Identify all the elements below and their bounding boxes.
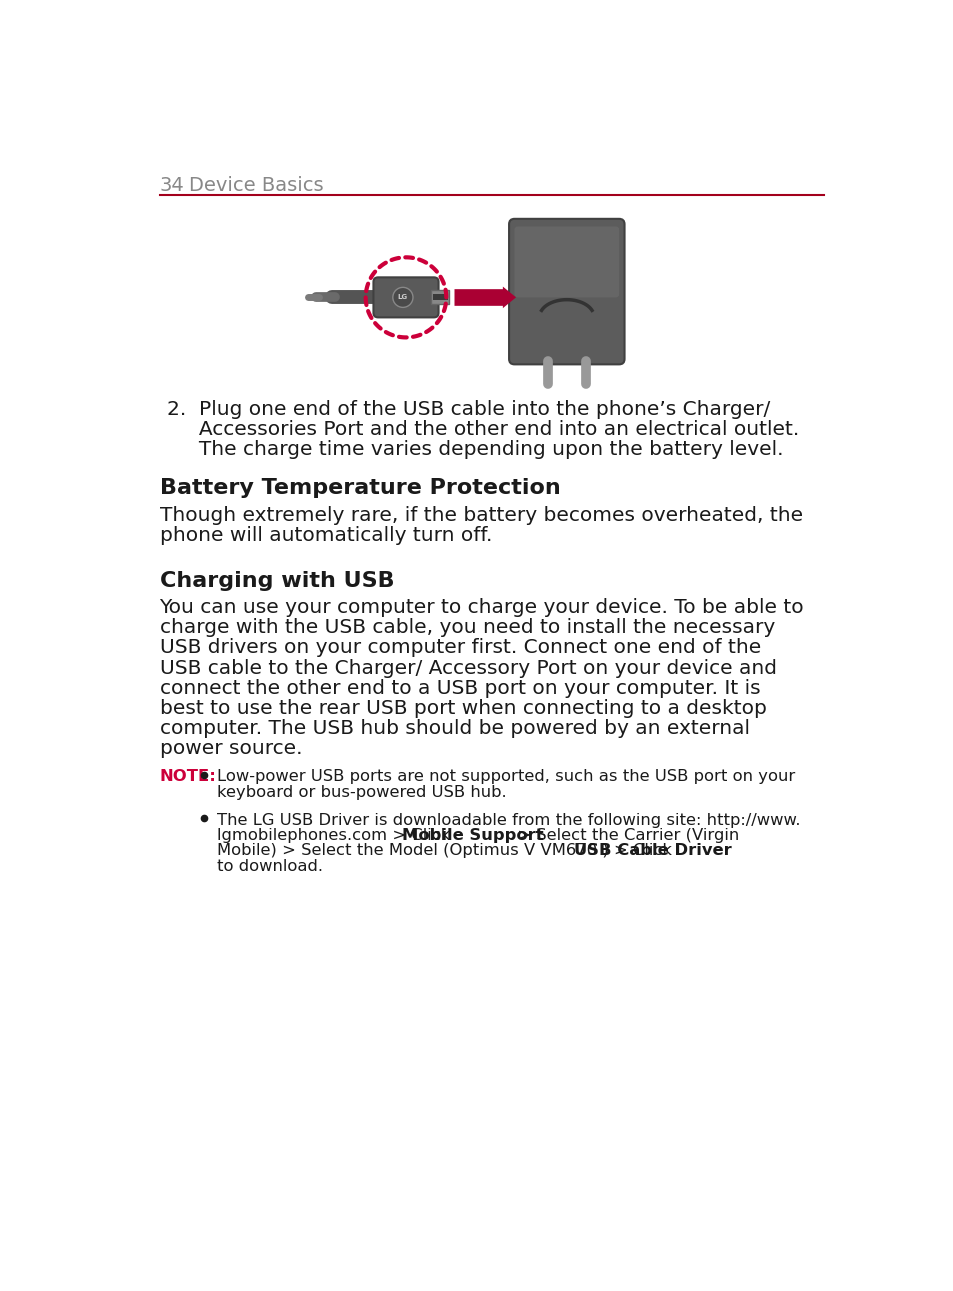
Text: Device Basics: Device Basics [189,177,323,195]
FancyBboxPatch shape [514,226,618,297]
Text: USB cable to the Charger/ Accessory Port on your device and: USB cable to the Charger/ Accessory Port… [159,658,776,678]
Text: USB Cable Driver: USB Cable Driver [573,843,731,859]
FancyBboxPatch shape [509,219,624,364]
Text: lgmobilephones.com > Click: lgmobilephones.com > Click [216,828,455,843]
Text: to download.: to download. [216,859,322,874]
Text: Though extremely rare, if the battery becomes overheated, the: Though extremely rare, if the battery be… [159,506,801,525]
Text: > Select the Carrier (Virgin: > Select the Carrier (Virgin [511,828,738,843]
Text: Charging with USB: Charging with USB [159,571,394,591]
FancyBboxPatch shape [373,278,438,318]
FancyBboxPatch shape [433,294,447,301]
Text: You can use your computer to charge your device. To be able to: You can use your computer to charge your… [159,599,803,617]
Text: charge with the USB cable, you need to install the necessary: charge with the USB cable, you need to i… [159,618,774,638]
Text: LG: LG [397,294,408,301]
Text: USB drivers on your computer first. Connect one end of the: USB drivers on your computer first. Conn… [159,639,760,657]
Text: Battery Temperature Protection: Battery Temperature Protection [159,479,559,498]
Text: The LG USB Driver is downloadable from the following site: http://www.: The LG USB Driver is downloadable from t… [216,812,800,828]
Text: Mobile Support: Mobile Support [401,828,543,843]
Text: best to use the rear USB port when connecting to a desktop: best to use the rear USB port when conne… [159,698,765,718]
Text: The charge time varies depending upon the battery level.: The charge time varies depending upon th… [167,440,783,458]
Text: connect the other end to a USB port on your computer. It is: connect the other end to a USB port on y… [159,679,760,697]
Text: Mobile) > Select the Model (Optimus V VM670 ) > Click: Mobile) > Select the Model (Optimus V VM… [216,843,677,859]
Text: phone will automatically turn off.: phone will automatically turn off. [159,525,492,545]
Text: keyboard or bus-powered USB hub.: keyboard or bus-powered USB hub. [216,785,506,800]
Circle shape [393,288,413,307]
Polygon shape [502,287,516,309]
Text: 34: 34 [159,177,184,195]
Text: power source.: power source. [159,738,302,758]
Text: computer. The USB hub should be powered by an external: computer. The USB hub should be powered … [159,719,749,737]
Text: Accessories Port and the other end into an electrical outlet.: Accessories Port and the other end into … [167,420,799,439]
Text: 2.  Plug one end of the USB cable into the phone’s Charger/: 2. Plug one end of the USB cable into th… [167,400,770,418]
Text: Low-power USB ports are not supported, such as the USB port on your: Low-power USB ports are not supported, s… [216,769,794,785]
Text: NOTE:: NOTE: [159,769,216,785]
FancyBboxPatch shape [431,290,449,305]
